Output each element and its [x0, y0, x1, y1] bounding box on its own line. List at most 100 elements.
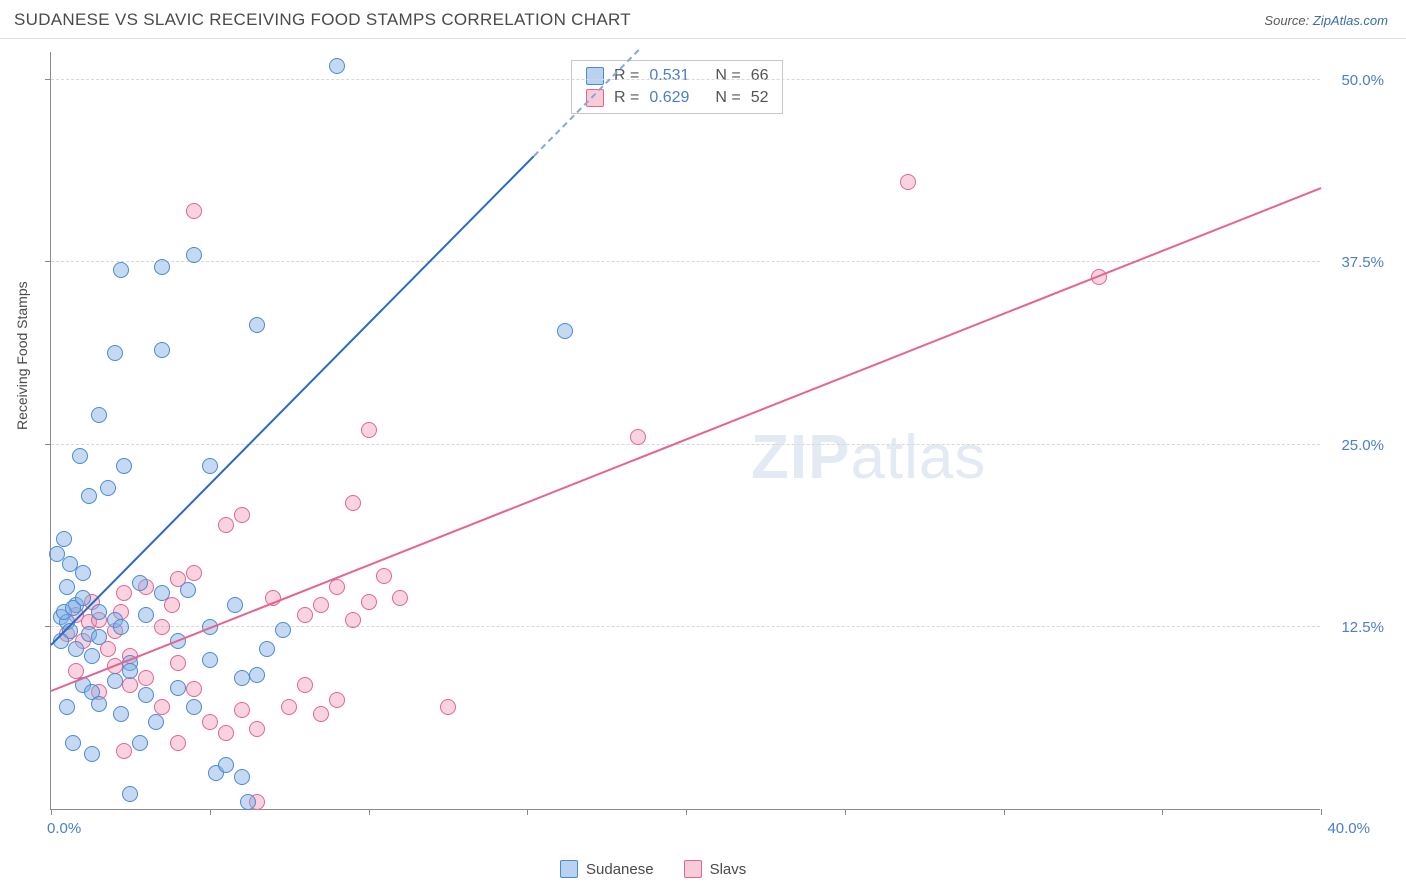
data-point: [240, 794, 256, 810]
data-point: [275, 622, 291, 638]
data-point: [91, 407, 107, 423]
data-point: [154, 699, 170, 715]
y-axis-label: Receiving Food Stamps: [14, 281, 30, 430]
legend-item: Slavs: [684, 860, 747, 878]
data-point: [132, 575, 148, 591]
data-point: [202, 714, 218, 730]
y-tick-label: 25.0%: [1341, 437, 1384, 454]
data-point: [234, 670, 250, 686]
data-point: [91, 629, 107, 645]
y-tick-label: 37.5%: [1341, 254, 1384, 271]
y-tick-label: 12.5%: [1341, 619, 1384, 636]
data-point: [132, 735, 148, 751]
y-tick-label: 50.0%: [1341, 72, 1384, 89]
r-value: 0.629: [649, 89, 705, 107]
data-point: [65, 735, 81, 751]
legend-swatch: [560, 860, 578, 878]
n-value: 66: [751, 67, 769, 85]
data-point: [186, 203, 202, 219]
n-label: N =: [715, 67, 740, 85]
data-point: [81, 488, 97, 504]
data-point: [186, 565, 202, 581]
n-label: N =: [715, 89, 740, 107]
legend-label: Sudanese: [586, 861, 654, 878]
x-origin-label: 0.0%: [47, 820, 81, 837]
data-point: [249, 667, 265, 683]
data-point: [116, 458, 132, 474]
chart-title: SUDANESE VS SLAVIC RECEIVING FOOD STAMPS…: [14, 10, 631, 30]
data-point: [107, 345, 123, 361]
data-point: [154, 342, 170, 358]
data-point: [234, 507, 250, 523]
data-point: [84, 746, 100, 762]
data-point: [122, 677, 138, 693]
data-point: [107, 673, 123, 689]
data-point: [100, 480, 116, 496]
data-point: [49, 546, 65, 562]
data-point: [170, 680, 186, 696]
data-point: [113, 706, 129, 722]
data-point: [249, 317, 265, 333]
data-point: [116, 585, 132, 601]
data-point: [345, 495, 361, 511]
legend-swatch: [586, 67, 604, 85]
data-point: [113, 262, 129, 278]
r-value: 0.531: [649, 67, 705, 85]
legend-item: Sudanese: [560, 860, 654, 878]
data-point: [218, 517, 234, 533]
data-point: [345, 612, 361, 628]
regression-line: [51, 188, 1322, 693]
data-point: [630, 429, 646, 445]
data-point: [259, 641, 275, 657]
data-point: [180, 582, 196, 598]
gridline: [51, 626, 1320, 627]
data-point: [361, 422, 377, 438]
legend-label: Slavs: [710, 861, 747, 878]
data-point: [84, 648, 100, 664]
legend-swatch: [684, 860, 702, 878]
data-point: [218, 757, 234, 773]
data-point: [227, 597, 243, 613]
stats-row: R =0.629N =52: [572, 87, 782, 109]
data-point: [249, 721, 265, 737]
data-point: [154, 585, 170, 601]
r-label: R =: [614, 89, 639, 107]
data-point: [68, 641, 84, 657]
x-max-label: 40.0%: [1327, 820, 1370, 837]
data-point: [170, 735, 186, 751]
scatter-chart: ZIPatlas R =0.531N =66R =0.629N =52 12.5…: [50, 52, 1320, 810]
data-point: [75, 590, 91, 606]
regression-line: [50, 155, 534, 645]
data-point: [122, 663, 138, 679]
chart-legend: Sudanese Slavs: [560, 860, 746, 878]
data-point: [234, 702, 250, 718]
data-point: [154, 259, 170, 275]
data-point: [116, 743, 132, 759]
data-point: [138, 607, 154, 623]
data-point: [186, 699, 202, 715]
source-link[interactable]: ZipAtlas.com: [1313, 13, 1388, 28]
data-point: [202, 652, 218, 668]
data-point: [900, 174, 916, 190]
data-point: [281, 699, 297, 715]
source-label: Source:: [1264, 13, 1309, 28]
data-point: [186, 247, 202, 263]
data-point: [234, 769, 250, 785]
data-point: [218, 725, 234, 741]
chart-header: SUDANESE VS SLAVIC RECEIVING FOOD STAMPS…: [0, 0, 1406, 39]
data-point: [148, 714, 164, 730]
chart-source: Source: ZipAtlas.com: [1264, 13, 1388, 28]
data-point: [329, 692, 345, 708]
data-point: [72, 448, 88, 464]
gridline: [51, 79, 1320, 80]
data-point: [56, 531, 72, 547]
data-point: [138, 670, 154, 686]
data-point: [557, 323, 573, 339]
watermark: ZIPatlas: [751, 422, 986, 493]
data-point: [113, 619, 129, 635]
data-point: [313, 597, 329, 613]
data-point: [329, 579, 345, 595]
data-point: [154, 619, 170, 635]
data-point: [186, 681, 202, 697]
data-point: [170, 655, 186, 671]
